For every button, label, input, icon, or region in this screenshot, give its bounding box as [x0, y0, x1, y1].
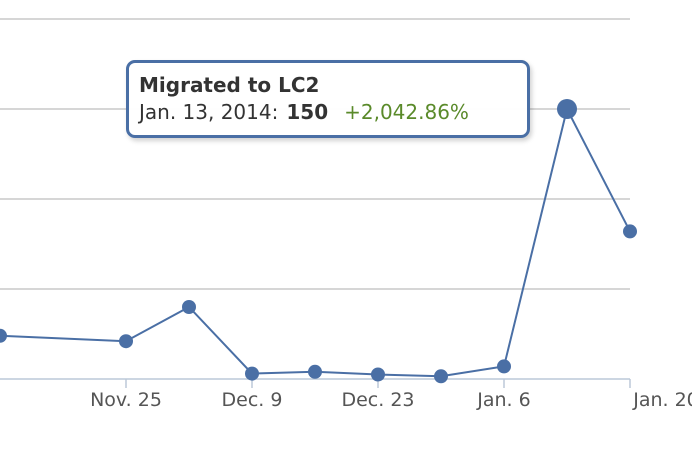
tooltip-value: 150 — [286, 100, 329, 124]
data-point[interactable] — [119, 334, 133, 349]
data-point[interactable] — [308, 364, 322, 379]
data-point[interactable] — [371, 367, 385, 382]
x-tick-label: Dec. 9 — [222, 389, 283, 411]
tooltip: Migrated to LC2 Jan. 13, 2014: 150 +2,042.… — [126, 60, 530, 138]
tooltip-date: Jan. 13, 2014: — [139, 100, 279, 124]
data-point[interactable] — [434, 369, 448, 384]
x-tick-label: Nov. 25 — [90, 389, 162, 411]
data-point-highlighted[interactable] — [557, 99, 577, 119]
data-point[interactable] — [497, 359, 511, 374]
data-point[interactable] — [623, 224, 637, 239]
x-axis-tick-labels: Nov. 25 Dec. 9 Dec. 23 Jan. 6 Jan. 20 — [90, 389, 692, 411]
tooltip-detail: Jan. 13, 2014: 150 +2,042.86% — [139, 98, 527, 126]
x-tick-label: Jan. 20 — [632, 389, 692, 411]
data-point[interactable] — [182, 300, 196, 314]
data-point[interactable] — [0, 328, 7, 343]
x-tick-label: Jan. 6 — [476, 389, 530, 411]
series-line-migrated-to-lc2 — [0, 106, 631, 378]
tooltip-change: +2,042.86% — [344, 100, 469, 124]
x-tick-label: Dec. 23 — [341, 389, 414, 411]
tooltip-title: Migrated to LC2 — [139, 73, 320, 97]
series-points — [0, 99, 637, 384]
data-point[interactable] — [245, 366, 259, 381]
